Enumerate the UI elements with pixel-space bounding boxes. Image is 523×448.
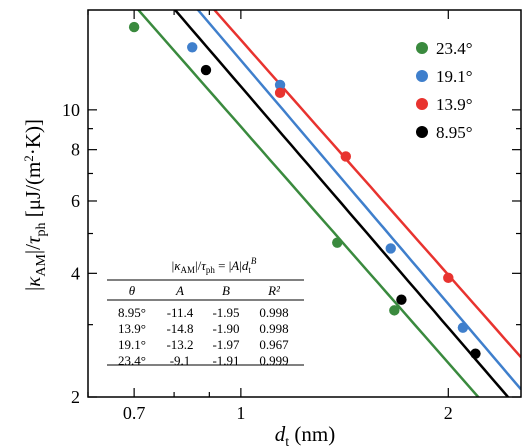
- fit-parameter-table: |κAM|/τph = |A|dtB θ A B R² 8.95° -11.4 -1.95 0…: [107, 256, 304, 368]
- fit-table-cell-2-0: 19.1°: [118, 337, 146, 352]
- legend-marker-2: [416, 98, 428, 110]
- legend-label-3: 8.95°: [436, 123, 473, 142]
- plot-frame: [87, 9, 522, 398]
- y-tick-label-1: 4: [71, 263, 80, 283]
- legend-label-1: 19.1°: [436, 67, 473, 86]
- fit-table-cells: θ A B R² 8.95° -11.4 -1.95 0.998 13.9° -14.8 -1.90…: [118, 283, 289, 368]
- axis-tick-labels: 0.7 1 2 2 4 6 8 10: [62, 100, 453, 423]
- fit-table-cell-3-0: 23.4°: [118, 353, 146, 368]
- fit-table-header-3: R²: [267, 283, 281, 298]
- fit-table-cell-0-2: -1.95: [212, 305, 239, 320]
- fit-table-cell-1-2: -1.90: [212, 321, 239, 336]
- fit-table-cell-3-2: -1.91: [212, 353, 239, 368]
- data-point-s1-0: [187, 42, 198, 53]
- axis-ticks: [87, 10, 521, 398]
- fit-table-cell-2-3: 0.967: [259, 337, 289, 352]
- data-markers: [128, 21, 481, 359]
- legend-marker-3: [416, 126, 428, 138]
- fit-line-0: [136, 10, 480, 397]
- fit-table-cell-1-1: -14.8: [166, 321, 193, 336]
- data-point-s3-1: [396, 294, 407, 305]
- fit-table-header-2: B: [222, 283, 230, 298]
- y-tick-label-0: 2: [71, 387, 80, 407]
- fit-table-title: |κAM|/τph = |A|dtB: [172, 256, 257, 275]
- x-tick-label-0: 0.7: [123, 403, 146, 423]
- y-tick-label-4: 10: [62, 100, 80, 120]
- data-point-s3-2: [470, 348, 481, 359]
- y-axis-label: |κAM|/τph [μJ/(m2·K)]: [21, 119, 49, 291]
- legend-marker-0: [416, 42, 428, 54]
- legend: 23.4° 19.1° 13.9° 8.95°: [416, 39, 473, 142]
- x-tick-label-2: 2: [444, 403, 453, 423]
- data-point-s1-2: [385, 243, 396, 254]
- fit-line-3: [173, 10, 510, 397]
- data-point-s0-0: [128, 21, 140, 33]
- fit-table-cell-0-3: 0.998: [259, 305, 288, 320]
- fit-table-cell-0-0: 8.95°: [118, 305, 146, 320]
- fit-lines: [136, 10, 521, 397]
- data-point-s1-3: [457, 322, 469, 333]
- data-point-s0-2: [389, 305, 400, 316]
- data-point-s2-2: [443, 272, 454, 284]
- data-point-s1-1: [274, 79, 286, 91]
- legend-label-0: 23.4°: [436, 39, 473, 58]
- fit-table-cell-1-3: 0.998: [259, 321, 288, 336]
- legend-label-2: 13.9°: [436, 95, 473, 114]
- fit-table-header-1: A: [175, 283, 184, 298]
- y-tick-label-2: 6: [71, 191, 80, 211]
- y-tick-label-3: 8: [71, 140, 80, 160]
- data-point-s2-1: [340, 151, 352, 162]
- fit-table-cell-2-1: -13.2: [166, 337, 193, 352]
- fit-table-cell-1-0: 13.9°: [118, 321, 146, 336]
- fit-line-2: [212, 10, 521, 359]
- fit-table-cell-3-1: -9.1: [170, 353, 191, 368]
- x-tick-label-1: 1: [236, 403, 245, 423]
- data-point-s2-0: [274, 87, 286, 99]
- x-axis-label: dt (nm): [275, 422, 335, 448]
- fit-table-header-0: θ: [129, 283, 136, 298]
- fit-line-1: [196, 10, 521, 391]
- fit-table-cell-0-1: -11.4: [167, 305, 194, 320]
- data-point-s0-1: [332, 237, 343, 248]
- legend-marker-1: [416, 70, 428, 82]
- data-point-s3-0: [200, 64, 212, 76]
- fit-table-cell-3-3: 0.999: [259, 353, 288, 368]
- fit-table-cell-2-2: -1.97: [212, 337, 240, 352]
